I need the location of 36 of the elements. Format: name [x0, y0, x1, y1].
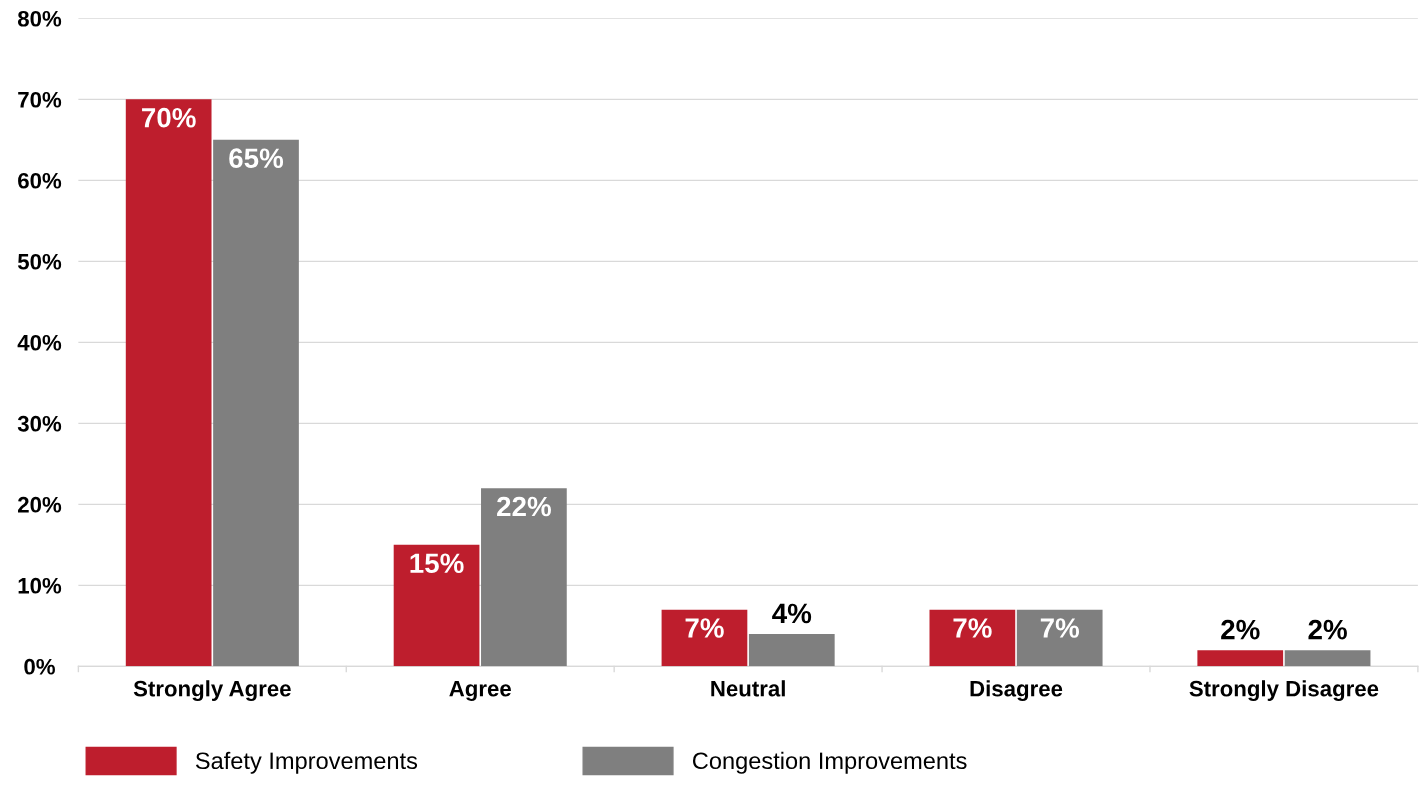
y-tick-label: 10% [18, 577, 62, 594]
x-tick-label: Strongly Disagree [1189, 680, 1379, 702]
y-tick-label: 20% [18, 496, 62, 513]
y-tick-label: 40% [17, 334, 62, 351]
y-tick-label: 80% [17, 10, 62, 27]
legend-label: Safety Improvements [195, 751, 418, 774]
bar [1016, 609, 1103, 667]
x-tick-label: Neutral [711, 680, 785, 697]
y-tick-label: 0% [24, 658, 55, 675]
bar [748, 633, 835, 667]
bar [661, 609, 748, 667]
data-label: 70% [142, 107, 196, 128]
bar [929, 609, 1016, 667]
y-tick-label: 70% [18, 91, 62, 108]
data-label: 2% [1221, 619, 1260, 640]
y-tick-label: 50% [17, 253, 62, 270]
legend-label: Congestion Improvements [693, 751, 967, 774]
bar [125, 99, 212, 667]
bar [1197, 650, 1284, 667]
bar [213, 139, 299, 667]
y-tick-label: 30% [17, 415, 62, 432]
data-label: 7% [685, 618, 724, 638]
data-label: 4% [772, 603, 812, 624]
data-label: 7% [1040, 618, 1080, 638]
bar [1284, 650, 1371, 667]
data-label: 22% [497, 496, 551, 517]
data-label: 2% [1308, 619, 1347, 640]
bar [393, 544, 480, 667]
x-tick-label: Disagree [970, 680, 1063, 702]
bar [481, 488, 567, 667]
x-tick-label: Agree [449, 680, 511, 701]
y-tick-label: 60% [18, 172, 62, 189]
x-tick-label: Strongly Agree [133, 680, 291, 702]
data-label: 65% [229, 148, 284, 169]
data-label: 7% [953, 618, 992, 638]
data-label: 15% [410, 553, 464, 574]
